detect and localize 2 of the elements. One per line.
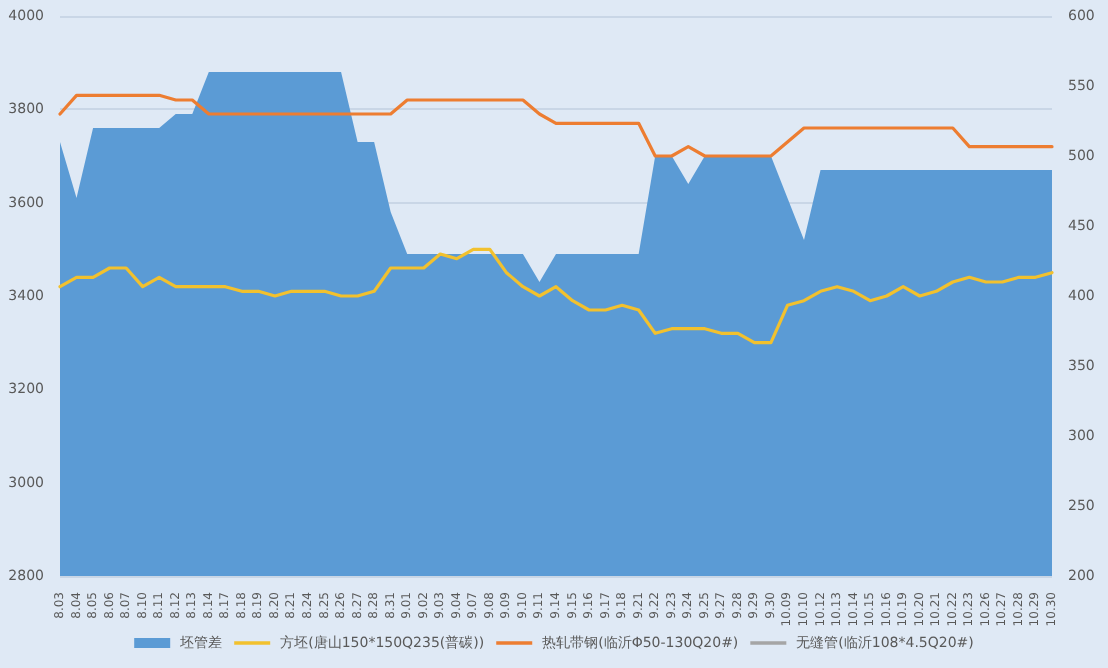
line-series xyxy=(58,93,1054,158)
line-series xyxy=(58,247,1054,345)
